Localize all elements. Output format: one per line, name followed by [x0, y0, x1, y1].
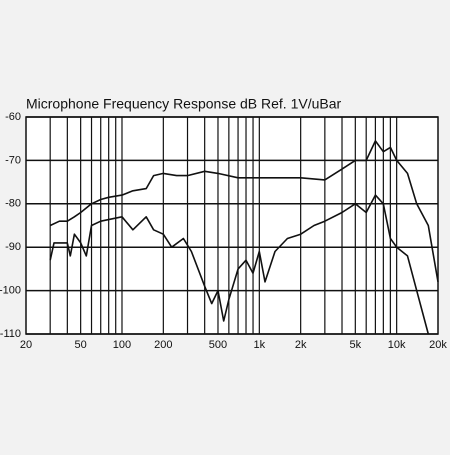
x-tick-label: 20 [20, 339, 32, 351]
x-tick-label: 100 [113, 339, 131, 351]
line [49, 194, 430, 335]
x-tick-label: 10k [388, 339, 406, 351]
x-tick-label: 2k [295, 339, 307, 351]
x-tick-label: 1k [254, 339, 266, 351]
x-tick-label: 200 [154, 339, 172, 351]
x-tick-label: 50 [75, 339, 87, 351]
chart-title: Microphone Frequency Response dB Ref. 1V… [26, 96, 342, 112]
y-tick-label: -70 [5, 154, 21, 166]
y-tick-label: -80 [5, 198, 21, 210]
x-tick-label: 5k [350, 339, 362, 351]
y-tick-label: -90 [5, 241, 21, 253]
x-tick-label: 500 [209, 339, 227, 351]
x-tick-label: 20k [429, 339, 447, 351]
y-tick-label: -60 [5, 111, 21, 123]
plot-area [26, 117, 438, 334]
line [49, 140, 439, 283]
y-tick-label: -100 [0, 285, 21, 297]
y-tick-label: -110 [0, 328, 21, 340]
plot-frame [25, 116, 439, 335]
